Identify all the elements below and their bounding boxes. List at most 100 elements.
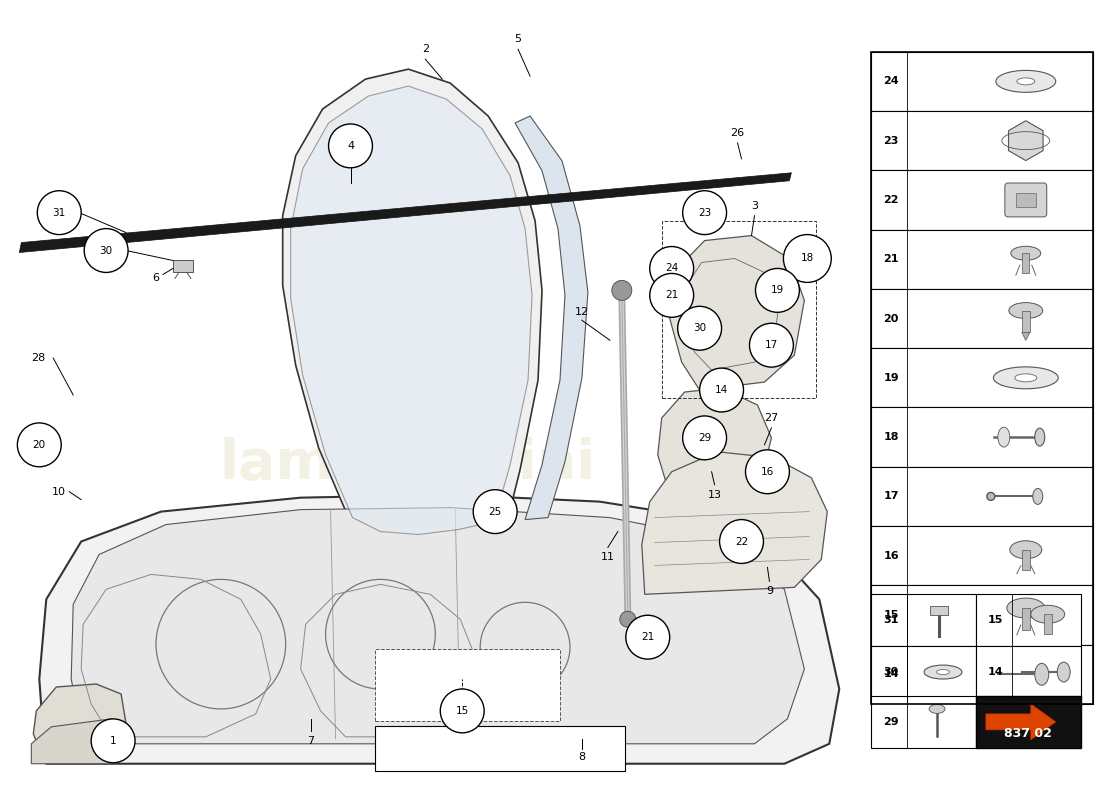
Polygon shape bbox=[670, 235, 804, 390]
FancyBboxPatch shape bbox=[871, 594, 976, 646]
Circle shape bbox=[678, 306, 722, 350]
Polygon shape bbox=[72, 508, 804, 744]
Ellipse shape bbox=[998, 427, 1010, 447]
Ellipse shape bbox=[1015, 374, 1037, 382]
Text: 25: 25 bbox=[488, 506, 502, 517]
Text: 26: 26 bbox=[730, 128, 745, 138]
Polygon shape bbox=[290, 86, 532, 534]
Ellipse shape bbox=[1031, 606, 1065, 623]
Text: 22: 22 bbox=[883, 195, 899, 205]
Polygon shape bbox=[658, 388, 771, 508]
Text: 9: 9 bbox=[766, 586, 773, 596]
FancyBboxPatch shape bbox=[375, 649, 560, 721]
Circle shape bbox=[18, 423, 62, 466]
Text: lamborghini: lamborghini bbox=[219, 437, 595, 490]
Circle shape bbox=[37, 190, 81, 234]
FancyBboxPatch shape bbox=[375, 726, 625, 770]
Circle shape bbox=[700, 368, 744, 412]
Circle shape bbox=[91, 719, 135, 762]
Bar bbox=[1044, 614, 1052, 634]
FancyBboxPatch shape bbox=[871, 696, 976, 748]
FancyBboxPatch shape bbox=[871, 348, 1092, 407]
Ellipse shape bbox=[1035, 663, 1048, 686]
Circle shape bbox=[746, 450, 790, 494]
Text: 6: 6 bbox=[153, 274, 159, 283]
Text: 29: 29 bbox=[883, 717, 899, 727]
FancyBboxPatch shape bbox=[871, 646, 976, 698]
Text: 18: 18 bbox=[883, 432, 899, 442]
Text: 22: 22 bbox=[735, 537, 748, 546]
Text: 8: 8 bbox=[579, 752, 585, 762]
Ellipse shape bbox=[993, 367, 1058, 389]
Circle shape bbox=[683, 416, 727, 460]
Text: 3: 3 bbox=[751, 201, 758, 210]
Text: 14: 14 bbox=[715, 385, 728, 395]
FancyBboxPatch shape bbox=[976, 594, 1080, 646]
Polygon shape bbox=[20, 173, 791, 253]
Text: 15: 15 bbox=[988, 615, 1003, 626]
Text: 30: 30 bbox=[100, 246, 112, 255]
Ellipse shape bbox=[930, 705, 945, 714]
Text: 13: 13 bbox=[707, 490, 722, 500]
Text: 14: 14 bbox=[988, 667, 1003, 677]
Circle shape bbox=[650, 274, 694, 318]
FancyBboxPatch shape bbox=[871, 52, 1092, 111]
Ellipse shape bbox=[1033, 489, 1043, 504]
Polygon shape bbox=[173, 261, 192, 273]
FancyBboxPatch shape bbox=[871, 586, 1092, 645]
Text: 10: 10 bbox=[52, 486, 66, 497]
Text: 12: 12 bbox=[575, 307, 589, 318]
Ellipse shape bbox=[996, 70, 1056, 92]
Circle shape bbox=[683, 190, 727, 234]
Text: 29: 29 bbox=[698, 433, 712, 443]
Text: 31: 31 bbox=[53, 208, 66, 218]
Text: 19: 19 bbox=[883, 373, 899, 383]
FancyBboxPatch shape bbox=[871, 466, 1092, 526]
Circle shape bbox=[749, 323, 793, 367]
Polygon shape bbox=[986, 704, 1056, 740]
Text: 30: 30 bbox=[693, 323, 706, 334]
FancyBboxPatch shape bbox=[871, 289, 1092, 348]
Text: 17: 17 bbox=[883, 491, 899, 502]
Text: 15: 15 bbox=[883, 610, 899, 620]
Circle shape bbox=[619, 611, 636, 627]
Text: 2: 2 bbox=[421, 44, 429, 54]
FancyBboxPatch shape bbox=[871, 170, 1092, 230]
Bar bbox=[1022, 608, 1030, 630]
Text: 20: 20 bbox=[33, 440, 46, 450]
Ellipse shape bbox=[1035, 428, 1045, 446]
FancyBboxPatch shape bbox=[976, 646, 1080, 698]
Circle shape bbox=[612, 281, 631, 300]
Circle shape bbox=[756, 269, 800, 312]
Polygon shape bbox=[40, 494, 839, 764]
Text: 15: 15 bbox=[455, 706, 469, 716]
Text: 21: 21 bbox=[883, 254, 899, 264]
Polygon shape bbox=[33, 684, 126, 749]
Circle shape bbox=[329, 124, 373, 168]
Bar bbox=[1022, 310, 1030, 333]
Polygon shape bbox=[1022, 333, 1030, 341]
Circle shape bbox=[626, 615, 670, 659]
Ellipse shape bbox=[1057, 662, 1070, 682]
Text: 21: 21 bbox=[666, 290, 679, 300]
Text: 4: 4 bbox=[346, 141, 354, 151]
Circle shape bbox=[719, 519, 763, 563]
Ellipse shape bbox=[1009, 302, 1043, 318]
Text: 21: 21 bbox=[641, 632, 654, 642]
Bar bbox=[1022, 550, 1030, 570]
FancyBboxPatch shape bbox=[1004, 183, 1047, 217]
Polygon shape bbox=[1009, 121, 1043, 161]
FancyBboxPatch shape bbox=[976, 696, 1080, 748]
Text: 28: 28 bbox=[31, 353, 45, 363]
Bar bbox=[1022, 254, 1030, 273]
FancyBboxPatch shape bbox=[871, 526, 1092, 586]
FancyBboxPatch shape bbox=[930, 606, 948, 615]
Polygon shape bbox=[641, 452, 827, 594]
Ellipse shape bbox=[1011, 246, 1041, 260]
Circle shape bbox=[650, 246, 694, 290]
FancyBboxPatch shape bbox=[1015, 193, 1036, 207]
FancyBboxPatch shape bbox=[871, 111, 1092, 170]
Ellipse shape bbox=[1006, 598, 1045, 618]
Polygon shape bbox=[515, 116, 587, 519]
Ellipse shape bbox=[924, 665, 962, 679]
